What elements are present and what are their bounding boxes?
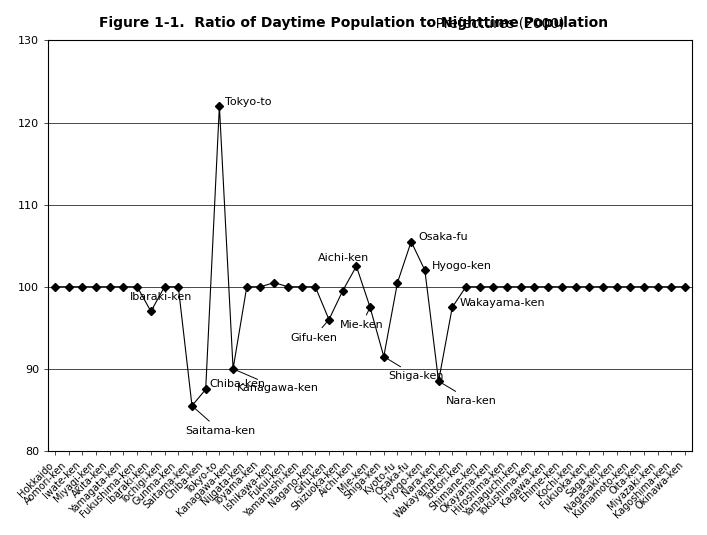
Text: Aichi-ken: Aichi-ken — [317, 253, 369, 266]
Text: Gifu-ken: Gifu-ken — [290, 322, 337, 342]
Text: Tokyo-to: Tokyo-to — [219, 97, 271, 107]
Text: Chiba-ken: Chiba-ken — [206, 379, 266, 389]
Text: Kanagawa-ken: Kanagawa-ken — [235, 370, 320, 393]
Text: Mie-ken: Mie-ken — [339, 310, 383, 330]
Text: Figure 1-1.  Ratio of Daytime Population to Nighttime Population: Figure 1-1. Ratio of Daytime Population … — [99, 16, 608, 30]
Text: Nara-ken: Nara-ken — [441, 383, 496, 406]
Text: Wakayama-ken: Wakayama-ken — [452, 298, 545, 308]
Text: Ibaraki-ken: Ibaraki-ken — [130, 293, 192, 309]
Text: Osaka-fu: Osaka-fu — [411, 232, 468, 242]
Text: Shiga-ken: Shiga-ken — [386, 358, 443, 381]
Text: Saitama-ken: Saitama-ken — [185, 408, 255, 436]
Text: Hyogo-ken: Hyogo-ken — [425, 261, 492, 271]
Text: - Prefectures (2000): - Prefectures (2000) — [142, 16, 565, 30]
